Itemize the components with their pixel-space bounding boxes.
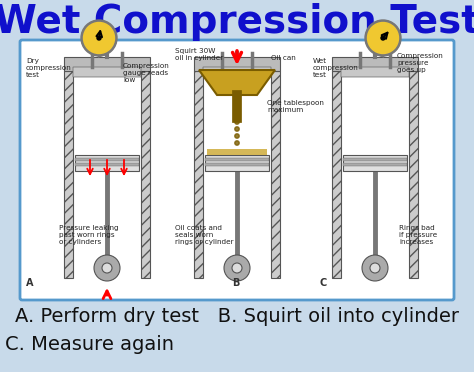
Circle shape [102, 263, 112, 273]
Circle shape [83, 22, 115, 54]
FancyBboxPatch shape [205, 163, 269, 166]
FancyBboxPatch shape [194, 71, 203, 278]
FancyBboxPatch shape [205, 155, 269, 171]
Circle shape [367, 22, 399, 54]
Polygon shape [199, 70, 275, 95]
Circle shape [81, 20, 117, 56]
Text: Compression
pressure
goes up: Compression pressure goes up [397, 53, 444, 73]
Text: Oil can: Oil can [271, 55, 296, 61]
FancyBboxPatch shape [409, 71, 418, 278]
Text: Wet
compression
test: Wet compression test [313, 58, 359, 78]
Circle shape [232, 263, 242, 273]
Circle shape [224, 255, 250, 281]
Text: Pressure leaking
past worn rings
or cylinders: Pressure leaking past worn rings or cyli… [59, 225, 118, 245]
Circle shape [235, 141, 239, 145]
FancyBboxPatch shape [343, 163, 407, 166]
FancyBboxPatch shape [194, 57, 280, 71]
Text: Wet Compression Test: Wet Compression Test [0, 3, 474, 41]
Circle shape [381, 36, 385, 40]
FancyBboxPatch shape [207, 149, 267, 155]
Text: B: B [232, 278, 239, 288]
Text: Compression
gauge reads
low: Compression gauge reads low [123, 63, 170, 83]
FancyBboxPatch shape [205, 158, 269, 160]
Text: A: A [26, 278, 34, 288]
FancyBboxPatch shape [332, 57, 418, 71]
FancyBboxPatch shape [75, 163, 139, 166]
Circle shape [365, 20, 401, 56]
Circle shape [362, 255, 388, 281]
FancyBboxPatch shape [75, 158, 139, 160]
FancyBboxPatch shape [64, 71, 73, 278]
Text: C: C [320, 278, 327, 288]
Text: One tablespoon
maximum: One tablespoon maximum [267, 100, 324, 113]
FancyBboxPatch shape [75, 155, 139, 171]
FancyBboxPatch shape [141, 71, 150, 278]
FancyBboxPatch shape [271, 71, 280, 278]
FancyBboxPatch shape [343, 155, 407, 171]
FancyBboxPatch shape [343, 158, 407, 160]
Text: A. Perform dry test   B. Squirt oil into cylinder: A. Perform dry test B. Squirt oil into c… [15, 307, 459, 326]
Text: Rings bad
if pressure
increases: Rings bad if pressure increases [399, 225, 437, 245]
FancyBboxPatch shape [203, 67, 271, 77]
FancyBboxPatch shape [20, 40, 454, 300]
FancyBboxPatch shape [332, 71, 341, 278]
Circle shape [235, 127, 239, 131]
FancyBboxPatch shape [64, 57, 150, 71]
Text: C. Measure again: C. Measure again [6, 336, 174, 355]
Circle shape [370, 263, 380, 273]
Text: Oil coats and
seals worn
rings or cylinder: Oil coats and seals worn rings or cylind… [175, 225, 234, 245]
Text: Squirt 30W
oil in cylinder: Squirt 30W oil in cylinder [175, 48, 223, 61]
FancyBboxPatch shape [73, 67, 141, 77]
Circle shape [235, 120, 239, 124]
Circle shape [94, 255, 120, 281]
Circle shape [97, 36, 101, 40]
Circle shape [235, 134, 239, 138]
FancyBboxPatch shape [341, 67, 409, 77]
Text: Dry
compression
test: Dry compression test [26, 58, 72, 78]
